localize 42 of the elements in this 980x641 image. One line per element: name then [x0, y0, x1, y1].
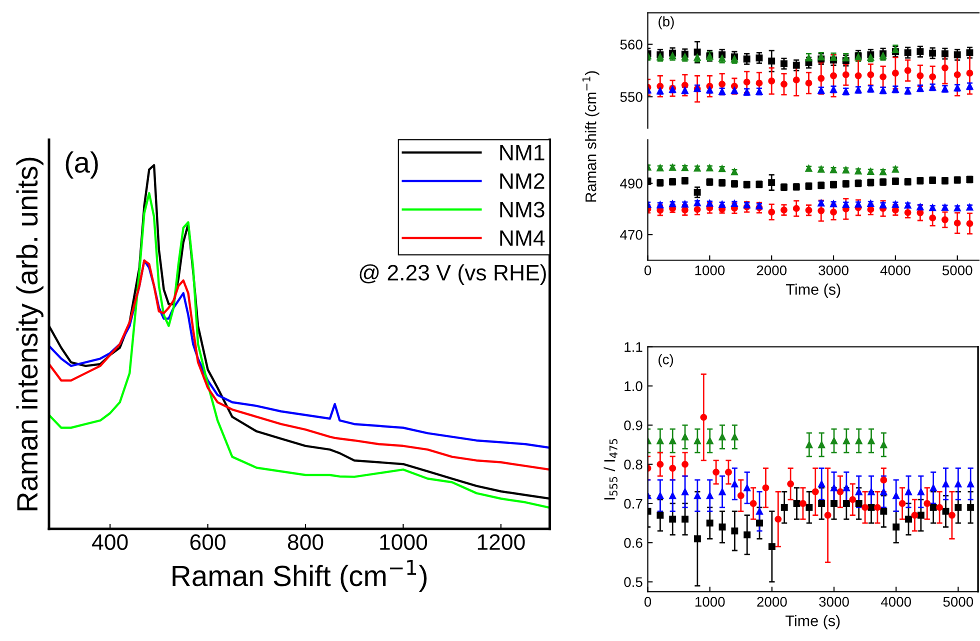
y-axis-title: I$_{555}$ / I$_{475}$ [604, 439, 618, 500]
legend-label: NM3 [500, 202, 544, 218]
chart-title: (a) [66, 151, 98, 179]
legend-label: NM4 [500, 230, 545, 246]
x-tick-label: 1000 [695, 265, 725, 276]
y-axis-title: Raman shift (cm$^{−1}$) [582, 71, 600, 202]
x-tick-label: 400 [92, 534, 128, 550]
x-tick-label: 1000 [380, 534, 428, 550]
y-tick-label: 0.5 [624, 577, 642, 588]
x-axis-title: Time (s) [786, 615, 840, 630]
x-tick-label: 0 [644, 265, 652, 276]
legend-label: NM1 [500, 145, 544, 160]
x-tick-label: 5000 [942, 265, 972, 276]
y-tick-label: 0.6 [624, 538, 642, 548]
y-tick-label: 560 [620, 40, 642, 50]
x-tick-label: 4000 [880, 596, 912, 607]
x-tick-label: 3000 [818, 265, 848, 276]
x-tick-label: 1200 [478, 534, 525, 550]
y-tick-label: 0.7 [624, 498, 642, 509]
legend-label: NM2 [500, 173, 544, 189]
x-tick-label: 3000 [819, 596, 849, 607]
y-axis-title: Raman intensity (arb. units) [16, 158, 44, 510]
annotation: @ 2.23 V (vs RHE) [360, 264, 546, 285]
y-tick-label: 470 [620, 230, 642, 240]
x-tick-label: 600 [190, 534, 226, 550]
y-tick-label: 1.0 [624, 381, 642, 392]
y-tick-label: 490 [620, 178, 642, 188]
x-axis-title: Time (s) [786, 284, 840, 298]
y-tick-label: 0.8 [624, 460, 642, 470]
x-tick-label: 4000 [880, 265, 910, 276]
x-tick-label: 800 [288, 534, 324, 550]
x-tick-label: 2000 [757, 596, 787, 607]
chart-title: (c) [658, 354, 674, 368]
x-tick-label: 0 [644, 596, 652, 607]
y-tick-label: 1.1 [624, 342, 642, 352]
x-axis-title: Raman Shift (cm$^{−1}$) [172, 560, 427, 592]
chart-title: (b) [658, 16, 674, 30]
y-tick-label: 550 [620, 92, 642, 102]
x-tick-label: 5000 [943, 596, 974, 607]
x-tick-label: 2000 [756, 265, 787, 276]
y-tick-label: 0.9 [624, 420, 642, 430]
x-tick-label: 1000 [695, 596, 725, 607]
